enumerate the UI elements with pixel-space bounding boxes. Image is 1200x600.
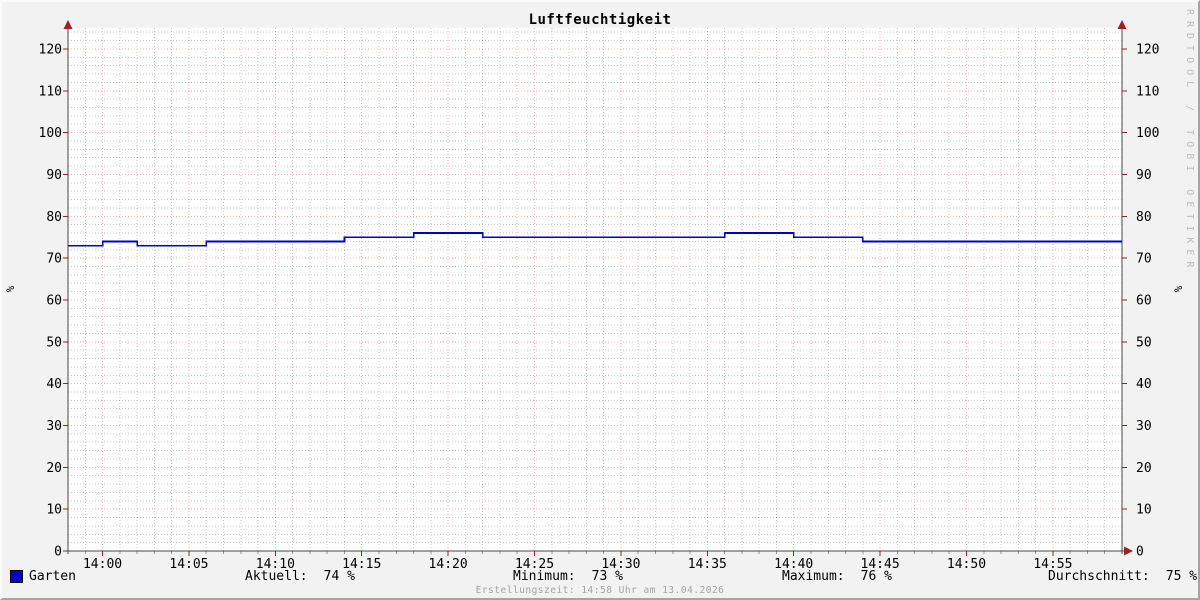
y-tick-label-left: 40 xyxy=(46,377,62,392)
y-tick-label-right: 60 xyxy=(1136,293,1152,308)
y-tick-label-left: 30 xyxy=(46,419,62,434)
y-tick-label-right: 30 xyxy=(1136,419,1152,434)
y-tick-label-left: 110 xyxy=(39,84,62,99)
y-axis-unit-right: % xyxy=(1172,285,1185,293)
y-tick-label-right: 50 xyxy=(1136,335,1152,350)
y-tick-label-left: 60 xyxy=(46,293,62,308)
plot-area xyxy=(68,28,1122,551)
x-tick-label: 14:40 xyxy=(774,557,813,572)
y-tick-label-left: 70 xyxy=(46,252,62,267)
y-tick-label-right: 70 xyxy=(1136,252,1152,267)
series-line-garten xyxy=(68,232,1122,247)
x-tick-label: 14:00 xyxy=(83,557,122,572)
stat-minimum-label: Minimum: xyxy=(513,569,576,584)
y-tick-label-right: 0 xyxy=(1136,545,1144,560)
y-tick-label-right: 20 xyxy=(1136,461,1152,476)
stat-durchschnitt-value: 75 % xyxy=(1165,569,1198,584)
y-axis-unit-left: % xyxy=(4,285,17,293)
y-tick-label-left: 50 xyxy=(46,335,62,350)
y-axis-arrow-right xyxy=(1117,20,1127,29)
x-tick-label: 14:45 xyxy=(861,557,900,572)
y-tick-label-right: 110 xyxy=(1136,84,1159,99)
stat-aktuell: Aktuell: 74 % xyxy=(245,569,355,584)
y-tick-label-left: 0 xyxy=(54,545,62,560)
y-tick-label-left: 90 xyxy=(46,168,62,183)
stat-aktuell-value: 74 % xyxy=(323,569,355,584)
y-tick-label-right: 80 xyxy=(1136,210,1152,225)
stat-durchschnitt: Durchschnitt: 75 % xyxy=(1048,569,1197,584)
stat-maximum-label: Maximum: xyxy=(782,569,845,584)
y-tick-label-left: 100 xyxy=(39,126,62,141)
y-tick-label-right: 90 xyxy=(1136,168,1152,183)
stat-durchschnitt-label: Durchschnitt: xyxy=(1048,569,1150,584)
y-axis-arrow-left xyxy=(63,20,73,29)
chart-title: Luftfeuchtigkeit xyxy=(528,12,672,28)
x-tick-label: 14:25 xyxy=(515,557,554,572)
x-tick-label: 14:50 xyxy=(947,557,986,572)
y-tick-label-right: 10 xyxy=(1136,503,1152,518)
y-tick-label-right: 120 xyxy=(1136,42,1159,57)
x-tick-label: 14:15 xyxy=(342,557,381,572)
y-tick-label-right: 100 xyxy=(1136,126,1159,141)
y-tick-label-left: 10 xyxy=(46,503,62,518)
legend-series-label: Garten xyxy=(29,569,76,584)
x-tick-label: 14:55 xyxy=(1033,557,1072,572)
x-tick-label: 14:05 xyxy=(169,557,208,572)
x-tick-label: 14:20 xyxy=(429,557,468,572)
stat-minimum-value: 73 % xyxy=(591,569,623,584)
y-tick-label-left: 120 xyxy=(39,42,62,57)
creation-timestamp: Erstellungszeit: 14:58 Uhr am 13.04.2026 xyxy=(475,585,725,596)
rrdtool-watermark: RRDTOOL / TOBI OETIKER xyxy=(1184,9,1195,274)
stat-maximum: Maximum: 76 % xyxy=(782,569,892,584)
y-tick-label-right: 40 xyxy=(1136,377,1152,392)
stat-aktuell-label: Aktuell: xyxy=(245,569,308,584)
legend-row: Garten Aktuell: 74 % Minimum: 73 % Maximum… xyxy=(2,569,1198,585)
x-axis-arrow xyxy=(1124,546,1133,556)
stat-minimum: Minimum: 73 % xyxy=(513,569,623,584)
legend-swatch-garten xyxy=(10,570,23,583)
y-tick-label-left: 80 xyxy=(46,210,62,225)
x-tick-label: 14:35 xyxy=(688,557,727,572)
y-tick-label-left: 20 xyxy=(46,461,62,476)
stat-maximum-value: 76 % xyxy=(860,569,892,584)
x-tick-label: 14:30 xyxy=(601,557,640,572)
x-tick-label: 14:10 xyxy=(256,557,295,572)
